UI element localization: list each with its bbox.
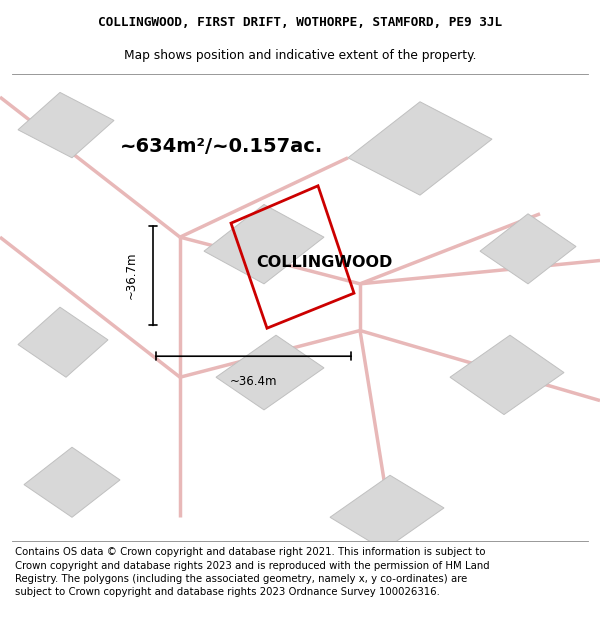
Text: ~36.4m: ~36.4m bbox=[230, 375, 277, 388]
Polygon shape bbox=[204, 204, 324, 284]
Polygon shape bbox=[18, 92, 114, 158]
Text: COLLINGWOOD, FIRST DRIFT, WOTHORPE, STAMFORD, PE9 3JL: COLLINGWOOD, FIRST DRIFT, WOTHORPE, STAM… bbox=[98, 16, 502, 29]
Text: ~634m²/~0.157ac.: ~634m²/~0.157ac. bbox=[121, 137, 323, 156]
Text: Map shows position and indicative extent of the property.: Map shows position and indicative extent… bbox=[124, 49, 476, 62]
Text: Contains OS data © Crown copyright and database right 2021. This information is : Contains OS data © Crown copyright and d… bbox=[15, 548, 490, 597]
Polygon shape bbox=[24, 448, 120, 518]
Text: COLLINGWOOD: COLLINGWOOD bbox=[256, 256, 392, 271]
Polygon shape bbox=[18, 307, 108, 378]
Polygon shape bbox=[330, 475, 444, 550]
Polygon shape bbox=[450, 335, 564, 414]
Polygon shape bbox=[480, 214, 576, 284]
Text: ~36.7m: ~36.7m bbox=[125, 252, 138, 299]
Polygon shape bbox=[216, 335, 324, 410]
Polygon shape bbox=[348, 102, 492, 195]
